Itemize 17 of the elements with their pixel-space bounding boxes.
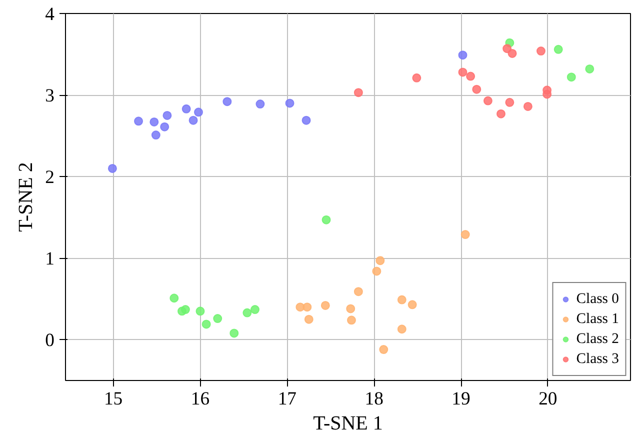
y-tick-label: 4 [45,4,56,25]
x-tick-label: 16 [190,388,210,410]
x-tick-label: 17 [278,388,296,410]
x-tick-label: 15 [104,388,123,410]
y-tick-label: 3 [45,86,54,107]
x-tick-label: 20 [538,388,558,410]
x-axis-title: T-SNE 1 [313,412,383,434]
x-tick-label: 19 [452,388,470,410]
legend-label: Class 1 [576,310,619,328]
legend-label: Class 2 [576,330,619,348]
y-tick-label: 1 [45,248,54,270]
y-tick-label: 2 [45,167,54,188]
y-tick-label: 0 [45,330,54,352]
y-axis-title: T-SNE 2 [15,162,38,232]
legend-label: Class 0 [576,290,619,308]
x-tick-label: 18 [364,388,384,410]
legend-label: Class 3 [576,350,619,368]
